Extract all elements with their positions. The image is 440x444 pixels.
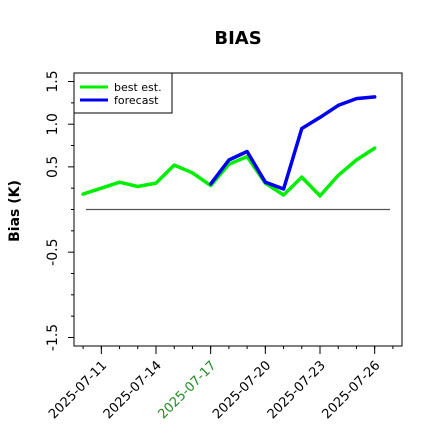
y-tick-label: 0.5 — [45, 156, 61, 178]
legend-label-best-est: best est. — [114, 81, 162, 94]
y-tick-label: 1.5 — [45, 70, 61, 92]
legend: best est. forecast — [74, 73, 172, 113]
legend-label-forecast: forecast — [114, 94, 159, 107]
y-tick-label: -1.5 — [45, 324, 61, 351]
y-tick-label: -0.5 — [45, 238, 61, 265]
chart-title: BIAS — [214, 28, 261, 49]
y-axis-label: Bias (K) — [7, 180, 23, 242]
y-tick-label: 1.0 — [45, 113, 61, 135]
